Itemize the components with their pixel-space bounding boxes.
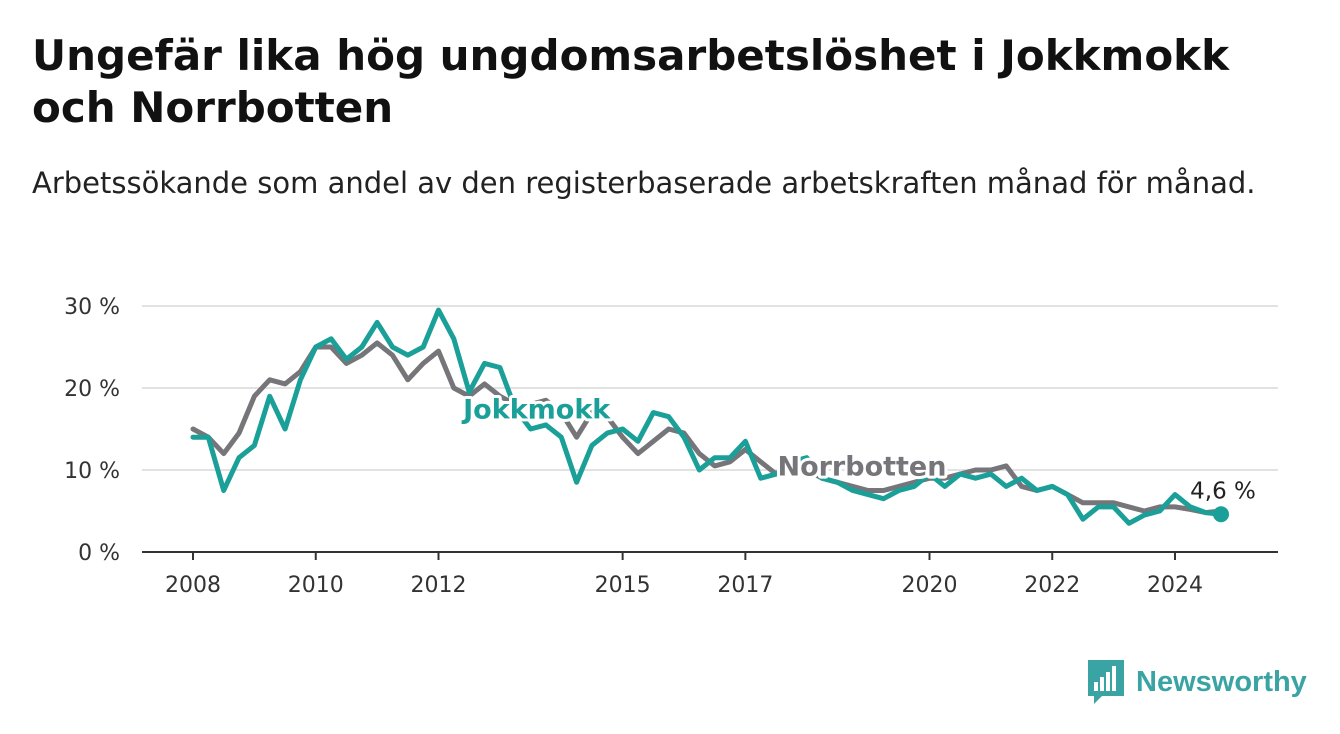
y-tick-label: 10 % — [64, 459, 120, 484]
x-tick-label: 2017 — [717, 573, 773, 598]
series-label-norrbotten: Norrbotten — [777, 452, 946, 483]
newsworthy-logo: Newsworthy — [1088, 660, 1307, 704]
series-labels: Jokkmokk Norrbotten 4,6 % — [458, 391, 1258, 506]
brand-name: Newsworthy — [1136, 665, 1307, 698]
x-tick-label: 2022 — [1024, 573, 1080, 598]
newsworthy-bar-chart-icon — [1088, 660, 1124, 704]
chart-subtitle: Arbetssökande som andel av den registerb… — [32, 166, 1256, 200]
y-tick-label: 30 % — [64, 295, 120, 320]
series-lines — [190, 307, 1230, 526]
gridlines — [142, 305, 1278, 471]
x-tick-label: 2008 — [165, 573, 221, 598]
series-label-jokkmokk: Jokkmokk — [461, 394, 611, 425]
series-line-norrbotten — [190, 340, 1224, 516]
series-line-jokkmokk — [190, 307, 1224, 526]
x-tick-label: 2012 — [411, 573, 467, 598]
y-axis-ticks: 0 % 10 % 20 % 30 % — [64, 295, 120, 566]
y-tick-label: 0 % — [78, 541, 120, 566]
end-point-marker — [1213, 506, 1230, 523]
chart-title: Ungefär lika hög ungdomsarbetslöshet i J… — [32, 31, 1230, 132]
x-tick-label: 2015 — [595, 573, 651, 598]
x-tick-label: 2020 — [902, 573, 958, 598]
x-tick-label: 2010 — [288, 573, 344, 598]
end-value-label: 4,6 % — [1190, 478, 1256, 504]
y-tick-label: 20 % — [64, 377, 120, 402]
x-axis: 2008 2010 2012 2015 2017 2020 2022 2024 — [142, 551, 1278, 598]
x-tick-label: 2024 — [1147, 573, 1203, 598]
